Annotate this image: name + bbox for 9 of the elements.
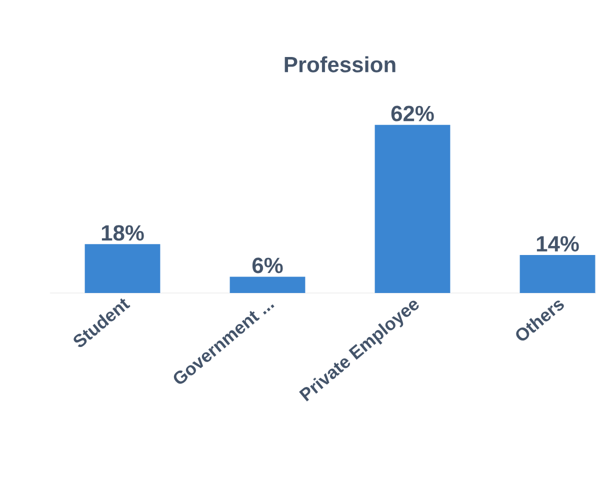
chart-title: Profession [284, 56, 396, 72]
data-label: 62% [391, 106, 434, 122]
data-label: 18% [102, 225, 144, 241]
bar [374, 124, 450, 293]
bar [230, 276, 306, 293]
bar [520, 255, 596, 293]
data-label: 6% [252, 258, 283, 274]
data-label: 14% [536, 236, 579, 252]
bar [84, 244, 160, 293]
